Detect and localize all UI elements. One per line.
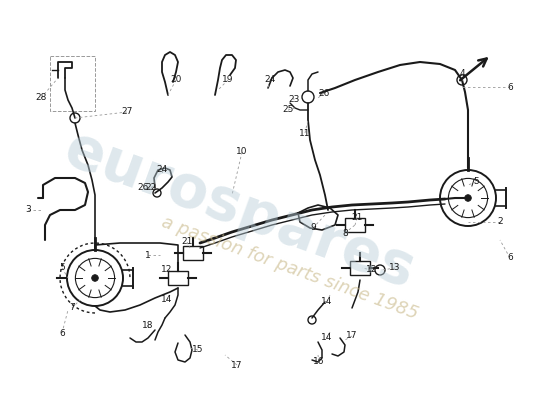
Bar bbox=[50, 56, 95, 111]
Text: 19: 19 bbox=[222, 76, 234, 84]
Text: 9: 9 bbox=[310, 224, 316, 232]
Circle shape bbox=[308, 316, 316, 324]
Text: 6: 6 bbox=[507, 82, 513, 92]
Text: 16: 16 bbox=[314, 358, 324, 366]
Text: 20: 20 bbox=[170, 76, 182, 84]
Text: 18: 18 bbox=[142, 320, 154, 330]
Text: 15: 15 bbox=[192, 346, 204, 354]
Text: 17: 17 bbox=[231, 360, 243, 370]
Text: 5: 5 bbox=[59, 264, 65, 272]
Bar bbox=[350, 261, 370, 275]
Text: 8: 8 bbox=[342, 228, 348, 238]
Text: 11: 11 bbox=[299, 128, 311, 138]
Text: 4: 4 bbox=[459, 68, 465, 78]
Circle shape bbox=[375, 265, 385, 275]
Text: eurospares: eurospares bbox=[57, 120, 423, 300]
Text: 14: 14 bbox=[321, 334, 333, 342]
Circle shape bbox=[465, 195, 471, 201]
Text: 22: 22 bbox=[145, 184, 157, 192]
Text: 1: 1 bbox=[145, 250, 151, 260]
Circle shape bbox=[457, 75, 467, 85]
Circle shape bbox=[448, 178, 488, 218]
Text: a passion for parts since 1985: a passion for parts since 1985 bbox=[159, 213, 421, 323]
Text: 17: 17 bbox=[346, 332, 358, 340]
Text: 14: 14 bbox=[161, 296, 173, 304]
Text: 6: 6 bbox=[59, 328, 65, 338]
Text: 14: 14 bbox=[321, 298, 333, 306]
Text: 28: 28 bbox=[35, 94, 47, 102]
Circle shape bbox=[153, 189, 161, 197]
Circle shape bbox=[302, 91, 314, 103]
Text: 25: 25 bbox=[282, 106, 294, 114]
Circle shape bbox=[67, 250, 123, 306]
Text: 12: 12 bbox=[366, 266, 378, 274]
Text: 27: 27 bbox=[122, 108, 133, 116]
Text: 26: 26 bbox=[318, 88, 329, 98]
Text: 21: 21 bbox=[182, 238, 192, 246]
Text: 10: 10 bbox=[236, 148, 248, 156]
Circle shape bbox=[70, 113, 80, 123]
Bar bbox=[345, 218, 365, 232]
Circle shape bbox=[440, 170, 496, 226]
Text: 23: 23 bbox=[288, 96, 300, 104]
Text: 5: 5 bbox=[473, 178, 479, 186]
Text: 26: 26 bbox=[138, 184, 148, 192]
Text: 2: 2 bbox=[497, 218, 503, 226]
Text: 21: 21 bbox=[351, 214, 362, 222]
Text: 13: 13 bbox=[389, 264, 401, 272]
Text: 12: 12 bbox=[161, 266, 173, 274]
Text: 24: 24 bbox=[156, 166, 168, 174]
Circle shape bbox=[92, 275, 98, 281]
Text: 3: 3 bbox=[25, 206, 31, 214]
Circle shape bbox=[75, 258, 114, 298]
Text: 7: 7 bbox=[69, 304, 75, 312]
Bar bbox=[168, 271, 188, 285]
Text: 6: 6 bbox=[507, 254, 513, 262]
Text: 24: 24 bbox=[265, 76, 276, 84]
Bar bbox=[183, 246, 203, 260]
